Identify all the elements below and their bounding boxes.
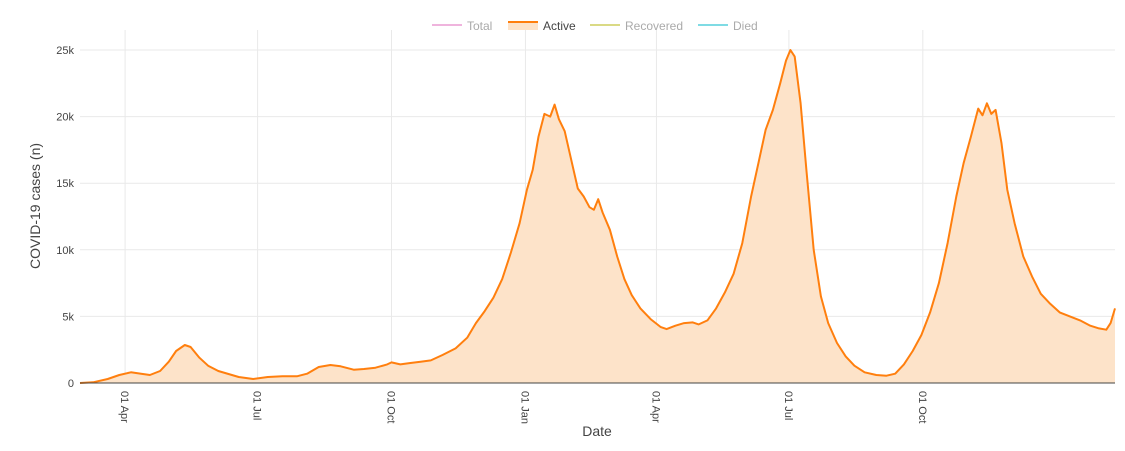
x-tick-label: 01 Jul	[782, 391, 794, 420]
x-axis: 01 Apr 01 Jul 01 Oct 01 Jan 01 Apr 01 Jul 01 O…	[80, 382, 1115, 424]
x-tick-label: 01 Jul	[251, 391, 263, 420]
legend-item-total[interactable]: Total	[432, 19, 492, 33]
y-tick-label: 0	[68, 378, 74, 390]
x-tick-label: 01 Jan	[518, 391, 530, 424]
x-tick-label: 01 Oct	[385, 391, 397, 423]
legend-item-recovered[interactable]: Recovered	[590, 19, 683, 33]
x-tick-label: 01 Apr	[649, 391, 661, 423]
x-tick-label: 01 Apr	[118, 391, 130, 423]
active-area-fill	[80, 50, 1115, 383]
y-tick-label: 25k	[56, 45, 74, 57]
x-tick-label: 01 Oct	[916, 391, 928, 423]
y-tick-label: 5k	[62, 311, 74, 323]
active-series-line	[79, 49, 1116, 384]
y-axis-title: COVID-19 cases (n)	[27, 143, 43, 269]
legend-label: Total	[467, 19, 492, 33]
legend-label: Died	[733, 19, 758, 33]
y-axis: 0 5k 10k 15k 20k 25k	[56, 45, 74, 390]
legend-label: Recovered	[625, 19, 683, 33]
legend-item-active[interactable]: Active	[508, 19, 576, 33]
plot-area	[79, 49, 1116, 384]
x-axis-title: Date	[582, 423, 612, 439]
y-tick-label: 20k	[56, 112, 74, 124]
y-tick-label: 15k	[56, 178, 74, 190]
legend-item-died[interactable]: Died	[698, 19, 758, 33]
y-tick-label: 10k	[56, 245, 74, 257]
legend[interactable]: Total Active Recovered Died	[432, 19, 758, 33]
legend-label: Active	[543, 19, 576, 33]
legend-swatch-fill	[508, 22, 538, 30]
